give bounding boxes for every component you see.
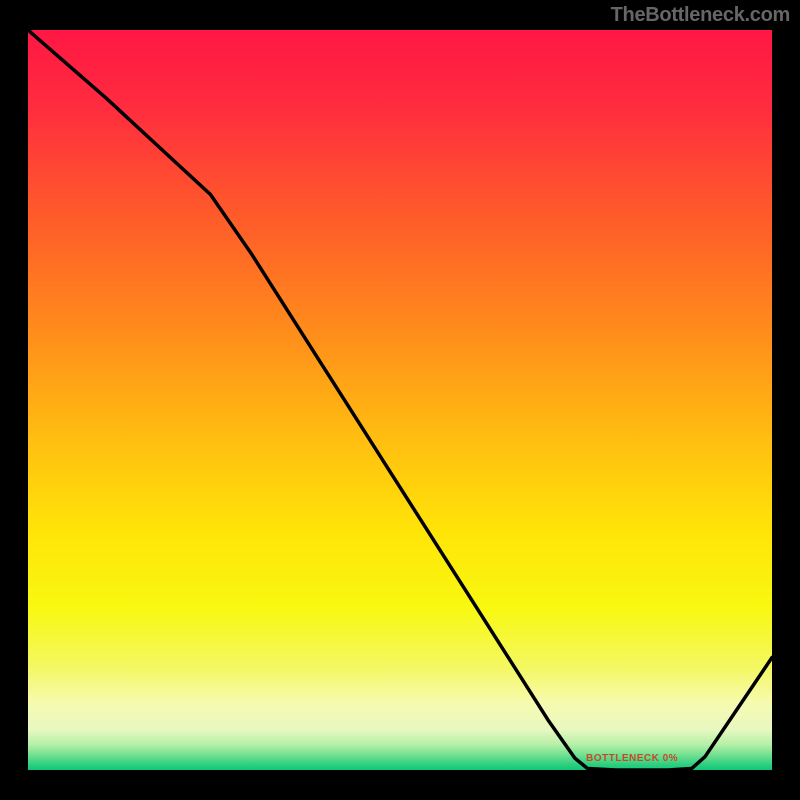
bottleneck-curve xyxy=(28,30,772,770)
bottleneck-zero-label: BOTTLENECK 0% xyxy=(586,753,678,764)
plot-area: BOTTLENECK 0% xyxy=(28,30,772,770)
attribution-text: TheBottleneck.com xyxy=(611,4,790,27)
